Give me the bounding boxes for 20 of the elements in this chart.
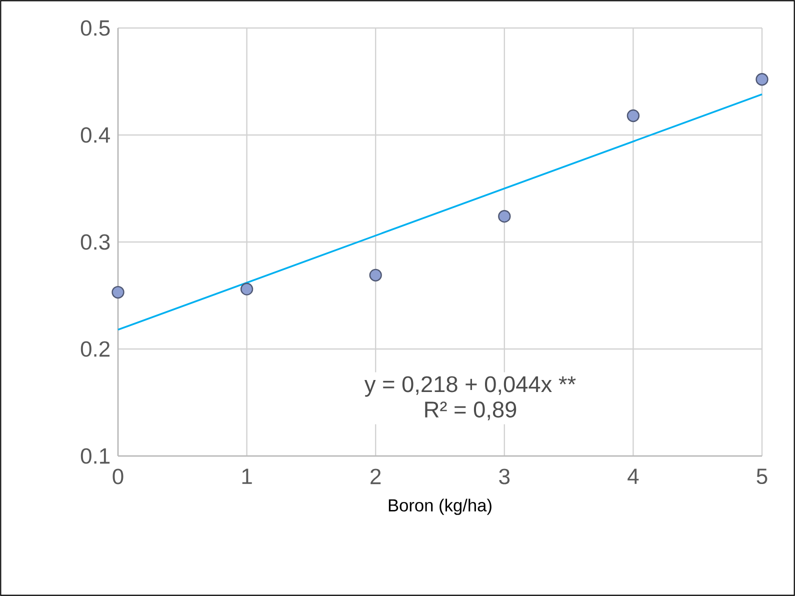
- x-tick-label: 2: [370, 468, 381, 484]
- annotation: y = 0,218 + 0,044x **: [364, 376, 576, 397]
- y-tick-label: 0.4: [80, 127, 110, 143]
- point: [498, 210, 511, 223]
- x-tick-label: 1: [242, 468, 252, 484]
- x-tick-label: 0: [112, 468, 124, 484]
- y-tick-label: 0.2: [80, 341, 110, 357]
- y-tick-label: 0.5: [80, 20, 110, 36]
- point: [626, 109, 640, 122]
- point: [112, 286, 124, 299]
- point: [756, 73, 768, 86]
- x-tick-label: 5: [756, 468, 768, 484]
- x-tick-label: 4: [628, 468, 639, 484]
- x-tick-label: 3: [499, 468, 510, 484]
- y-tick-label: 0.3: [80, 234, 110, 250]
- point: [369, 268, 382, 282]
- x-axis-title: Boron (kg/ha): [388, 498, 492, 515]
- point: [240, 282, 254, 296]
- y-tick-label: 0.1: [80, 448, 110, 464]
- annotation: R² = 0,89: [425, 402, 516, 420]
